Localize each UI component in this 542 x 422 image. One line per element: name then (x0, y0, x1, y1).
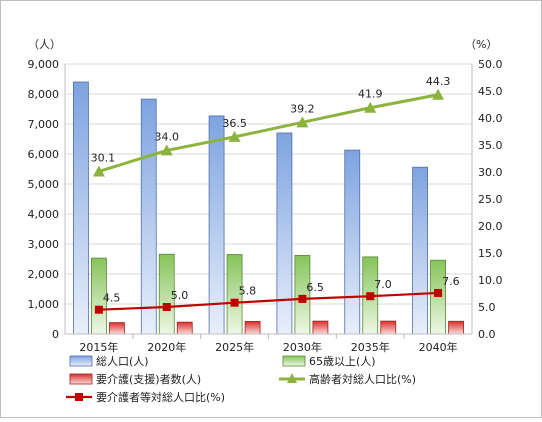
bar-aged-65-plus (430, 259, 446, 335)
data-label-care-ratio: 6.5 (306, 281, 324, 294)
y-left-tick-label: 3,000 (28, 238, 60, 251)
bar-care-recipients (312, 320, 329, 335)
marker-care-ratio (230, 298, 239, 307)
y-right-tick-label: 5.0 (478, 301, 496, 314)
line-care-ratio (98, 291, 439, 311)
data-label-aged-ratio: 39.2 (290, 102, 315, 115)
data-label-care-ratio: 5.8 (239, 285, 256, 298)
legend-swatch (69, 355, 93, 367)
y-right-tick-label: 40.0 (478, 112, 503, 125)
marker-care-ratio (434, 288, 443, 297)
legend-swatch (69, 373, 93, 385)
x-tick-label: 2035年 (351, 340, 390, 354)
bar-aged-65-plus (294, 254, 311, 335)
y-right-tick-label: 20.0 (478, 220, 503, 233)
y-left-tick-label: 1,000 (28, 298, 60, 311)
line-layer (92, 88, 445, 314)
line-aged-ratio (98, 93, 439, 173)
data-label-care-ratio: 7.0 (374, 278, 392, 291)
y-left-tick-label: 6,000 (28, 148, 60, 161)
marker-care-ratio (162, 303, 171, 311)
y-left-tick-label: 0 (52, 328, 59, 341)
y-left-tick-label: 8,000 (28, 88, 60, 101)
marker-care-ratio (298, 294, 307, 303)
marker-aged-ratio (364, 101, 377, 113)
x-tick-label: 2025年 (215, 340, 254, 354)
y-right-tick-label: 25.0 (478, 193, 503, 206)
bar-care-recipients (380, 320, 397, 335)
marker-care-ratio (94, 305, 103, 314)
bar-total-population (412, 166, 428, 335)
bar-care-recipients (448, 320, 464, 335)
y-left-tick-label: 2,000 (28, 268, 60, 281)
marker-aged-ratio (92, 165, 105, 177)
axis-layer: （人） （%） 0 1,000 2,000 3,000 4,000 5,000 6,000 7… (28, 38, 503, 354)
x-tick-label: 2030年 (283, 340, 322, 354)
marker-aged-ratio (160, 144, 173, 156)
data-label-aged-ratio: 34.0 (155, 130, 180, 143)
bar-care-recipients (244, 320, 261, 335)
data-label-aged-ratio: 30.1 (91, 151, 116, 164)
legend-label: 要介護者等対総人口比(%) (96, 390, 225, 404)
y-left-tick-label: 4,000 (28, 208, 60, 221)
data-label-aged-ratio: 44.3 (426, 75, 451, 88)
marker-aged-ratio (228, 130, 241, 142)
marker-care-ratio (366, 292, 375, 301)
bar-total-population (73, 81, 89, 335)
legend-marker (75, 393, 83, 401)
y-left-tick-label: 7,000 (28, 118, 60, 131)
y-left-unit-label: （人） (28, 38, 61, 51)
bar-total-population (344, 149, 361, 335)
data-label-care-ratio: 5.0 (171, 289, 189, 302)
y-right-tick-label: 30.0 (478, 166, 503, 179)
bar-layer (73, 81, 464, 335)
y-right-tick-label: 15.0 (478, 247, 503, 260)
data-label-care-ratio: 4.5 (103, 292, 121, 305)
x-tick-label: 2020年 (147, 340, 186, 354)
legend-label: 総人口(人) (96, 354, 149, 368)
legend-label: 要介護(支援)者数(人) (96, 372, 201, 386)
bar-total-population (276, 132, 293, 335)
legend-label: 65歳以上(人) (309, 355, 376, 368)
legend-marker (287, 373, 297, 383)
marker-aged-ratio (296, 116, 309, 128)
bar-care-recipients (176, 321, 193, 335)
data-label-care-ratio: 7.6 (442, 275, 460, 288)
legend: 総人口(人) 65歳以上(人) 要介護(支援)者数(人) 高齢者対総人口比(%) 要介護… (66, 354, 416, 404)
legend-label: 高齢者対総人口比(%) (309, 372, 416, 386)
y-right-tick-label: 45.0 (478, 85, 503, 98)
y-right-tick-label: 10.0 (478, 274, 503, 287)
y-right-tick-label: 50.0 (478, 58, 503, 71)
y-left-tick-label: 9,000 (28, 58, 60, 71)
y-left-tick-label: 5,000 (28, 178, 60, 191)
bar-care-recipients (109, 322, 125, 335)
y-right-tick-label: 35.0 (478, 139, 503, 152)
x-tick-label: 2015年 (79, 340, 118, 354)
bar-total-population (208, 115, 225, 335)
data-label-aged-ratio: 36.5 (222, 117, 247, 130)
marker-aged-ratio (432, 88, 445, 100)
grid-layer (65, 63, 472, 335)
data-label-aged-ratio: 41.9 (358, 88, 383, 101)
x-tick-label: 2040年 (419, 340, 458, 354)
legend-swatch (282, 355, 306, 367)
label-layer: 30.1 34.0 36.5 39.2 41.9 44.3 4.5 5.0 5.8 6.5 7.0 7… (91, 75, 460, 305)
y-right-tick-label: 0.0 (478, 328, 496, 341)
y-right-unit-label: （%） (465, 38, 497, 51)
